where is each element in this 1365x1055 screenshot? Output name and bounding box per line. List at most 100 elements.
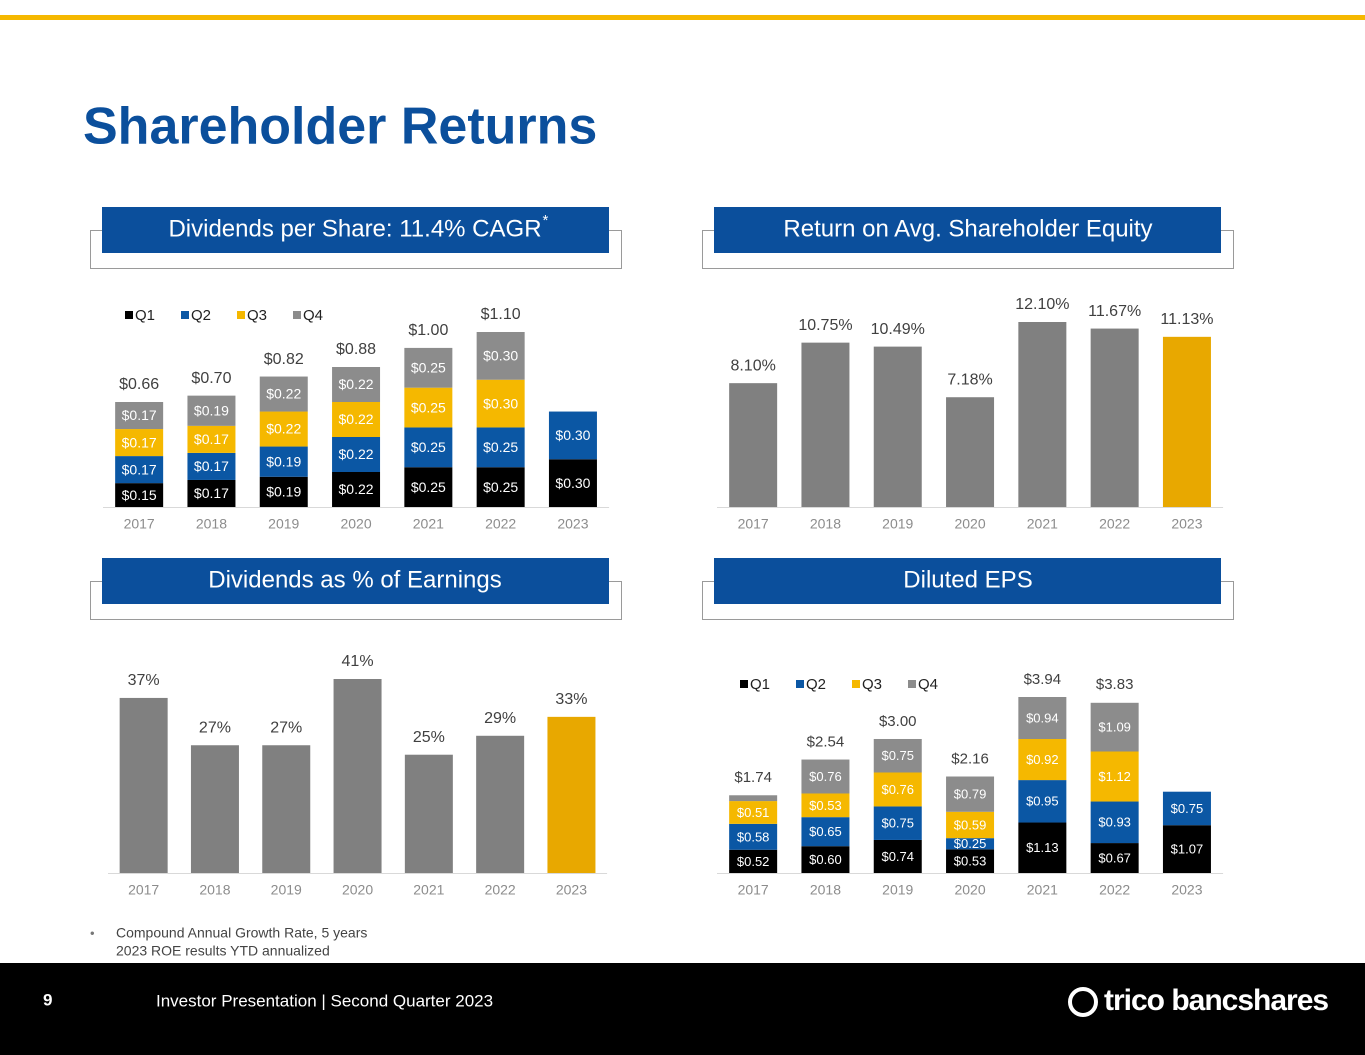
value-label: 11.13% <box>1160 311 1213 328</box>
bar-segment <box>729 849 778 873</box>
x-tick-label: 2020 <box>954 516 985 532</box>
legend-swatch <box>852 680 860 688</box>
bar-segment <box>476 427 525 468</box>
bar-segment <box>946 776 995 812</box>
bar-segment <box>1090 801 1139 844</box>
value-label: $0.76 <box>881 782 914 797</box>
value-label: 27% <box>270 719 302 736</box>
bar <box>1090 328 1139 507</box>
value-label: 37% <box>128 672 160 689</box>
bar-segment <box>873 806 922 840</box>
title-superscript: * <box>543 212 549 229</box>
legend-label: Q4 <box>303 307 323 324</box>
page-number: 9 <box>43 990 52 1009</box>
bar <box>190 745 239 873</box>
value-label: 8.10% <box>730 357 775 374</box>
logo: trico bancshares <box>1068 984 1329 1017</box>
bar-segment <box>404 347 453 388</box>
value-label: 27% <box>199 719 231 736</box>
value-label: $0.22 <box>266 386 301 402</box>
x-tick-label: 2020 <box>342 882 373 898</box>
x-tick-label: 2017 <box>738 882 769 898</box>
value-label: $0.79 <box>954 787 987 802</box>
value-label: $0.25 <box>411 399 446 415</box>
legend-label: Q2 <box>191 307 211 324</box>
bar-segment <box>332 367 381 402</box>
total-label: $1.10 <box>481 306 521 323</box>
bar-segment <box>1018 822 1067 873</box>
footer-bar <box>0 963 1365 1055</box>
panel-title: Dividends per Share: 11.4% CAGR <box>168 215 541 242</box>
bar <box>119 697 168 873</box>
bar-segment <box>476 379 525 428</box>
value-label: $0.22 <box>339 376 374 392</box>
total-label: $0.88 <box>336 341 376 358</box>
legend-label: Q3 <box>862 676 882 693</box>
bar-segment <box>873 772 922 807</box>
value-label: $0.75 <box>881 816 914 831</box>
top-rule <box>0 15 1365 20</box>
bar-segment <box>801 817 850 847</box>
x-tick-label: 2018 <box>196 516 227 532</box>
x-tick-label: 2017 <box>128 882 159 898</box>
value-label: $0.19 <box>266 453 301 469</box>
value-label: $0.22 <box>339 446 374 462</box>
value-label: $0.19 <box>266 484 301 500</box>
value-label: $0.22 <box>339 481 374 497</box>
bar-segment <box>259 411 308 447</box>
legend-swatch <box>796 680 804 688</box>
bar-segment <box>873 839 922 873</box>
x-tick-label: 2021 <box>1027 882 1058 898</box>
value-label: $0.15 <box>122 487 157 503</box>
total-label: $2.16 <box>951 750 989 767</box>
value-label: $0.59 <box>954 817 987 832</box>
bar-segment <box>115 483 164 507</box>
total-label: $1.74 <box>734 769 772 786</box>
bar-segment <box>729 823 778 850</box>
value-label: 12.10% <box>1015 296 1069 313</box>
value-label: $0.25 <box>483 479 518 495</box>
bar <box>404 754 453 873</box>
bar-segment <box>946 838 995 850</box>
value-label: $0.75 <box>881 748 914 763</box>
value-label: $0.17 <box>194 458 229 474</box>
total-label: $2.54 <box>807 734 845 751</box>
value-label: $0.22 <box>266 421 301 437</box>
total-label: $3.83 <box>1096 676 1134 693</box>
value-label: $0.19 <box>194 402 229 418</box>
value-label: $0.25 <box>483 439 518 455</box>
value-label: $0.60 <box>809 852 842 867</box>
bar-segment <box>187 395 236 426</box>
bar-segment <box>332 402 381 437</box>
value-label: 10.75% <box>798 317 852 334</box>
x-tick-label: 2018 <box>810 882 841 898</box>
value-label: 25% <box>413 729 445 746</box>
value-label: $0.53 <box>954 854 987 869</box>
bar <box>801 342 850 507</box>
bar-segment <box>115 402 164 430</box>
legend-label: Q2 <box>806 676 826 693</box>
panel-title: Dividends as % of Earnings <box>208 566 501 593</box>
value-label: $0.52 <box>737 854 770 869</box>
value-label: $0.30 <box>483 348 518 364</box>
value-label: $0.30 <box>483 395 518 411</box>
value-label: 41% <box>342 653 374 670</box>
bar-segment <box>1090 843 1139 873</box>
legend-swatch <box>293 311 301 319</box>
bar <box>547 716 596 873</box>
bar-segment <box>1090 702 1139 752</box>
value-label: $0.53 <box>809 798 842 813</box>
x-tick-label: 2018 <box>810 516 841 532</box>
value-label: $0.25 <box>411 479 446 495</box>
bar-segment <box>332 437 381 472</box>
legend-swatch <box>181 311 189 319</box>
slide-title: Shareholder Returns <box>83 98 597 156</box>
bar-segment <box>946 811 995 839</box>
bar <box>946 397 995 507</box>
bar-segment <box>476 332 525 380</box>
total-label: $0.66 <box>119 376 159 393</box>
value-label: 11.67% <box>1088 303 1141 320</box>
bar <box>262 745 311 873</box>
total-label: $3.94 <box>1024 671 1062 688</box>
